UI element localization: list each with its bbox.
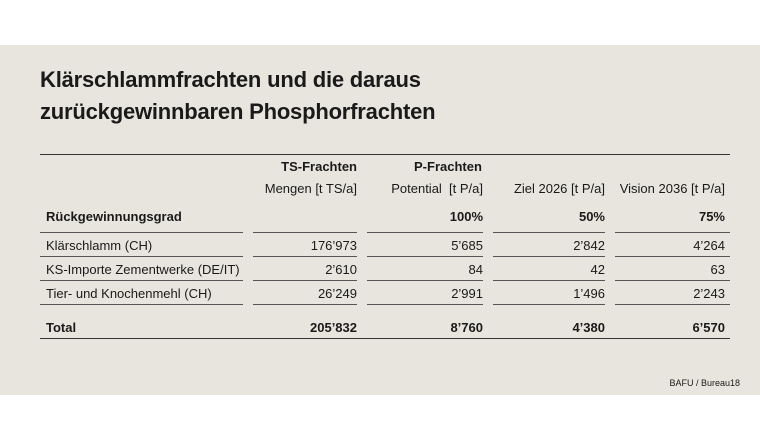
cell-rule — [40, 256, 243, 257]
cell: 84 — [468, 262, 483, 277]
cell-rule — [40, 280, 243, 281]
cell: 2’243 — [693, 286, 725, 301]
cell-rule — [493, 304, 605, 305]
cell-rule — [367, 256, 483, 257]
cell-rule — [493, 280, 605, 281]
cell-rule — [40, 232, 243, 233]
cell: 1’496 — [573, 286, 605, 301]
cell: 8’760 — [450, 320, 483, 335]
cell: 50% — [578, 209, 605, 224]
cell-rule — [253, 232, 357, 233]
cell-rule — [615, 280, 730, 281]
row-label: KS-Importe Zementwerke (DE/IT) — [46, 262, 240, 277]
cell: 26’249 — [317, 286, 357, 301]
cell-rule — [253, 256, 357, 257]
cell: 2’991 — [451, 286, 483, 301]
cell-rule — [40, 304, 243, 305]
cell-rule — [615, 304, 730, 305]
cell: 176’973 — [310, 238, 357, 253]
cell-rule — [367, 280, 483, 281]
cell: 4’264 — [693, 238, 725, 253]
cell: 5’685 — [451, 238, 483, 253]
group-header: P-Frachten — [414, 159, 482, 174]
cell-rule — [253, 304, 357, 305]
cell: 6’570 — [692, 320, 725, 335]
cell-rule — [367, 232, 483, 233]
title-line: Klärschlammfrachten und die daraus — [40, 67, 421, 92]
cell: 2’842 — [573, 238, 605, 253]
cell: 42 — [590, 262, 605, 277]
column-header: Mengen [t TS/a] — [264, 181, 357, 196]
cell: 205’832 — [310, 320, 357, 335]
title-line: zurückgewinnbaren Phosphorfrachten — [40, 99, 436, 124]
table-top-rule — [40, 154, 730, 155]
cell-rule — [493, 232, 605, 233]
cell-rule — [253, 280, 357, 281]
cell: 4’380 — [572, 320, 605, 335]
column-header: Potential [t P/a] — [391, 181, 483, 196]
column-header: Ziel 2026 [t P/a] — [513, 181, 605, 196]
cell-rule — [367, 304, 483, 305]
panel: Klärschlammfrachten und die daraus zurüc… — [0, 45, 760, 395]
group-header: TS-Frachten — [281, 159, 357, 174]
cell: 63 — [710, 262, 725, 277]
table-bottom-rule — [40, 338, 730, 339]
row-label: Rückgewinnungsgrad — [46, 209, 182, 224]
cell-rule — [615, 232, 730, 233]
cell-rule — [493, 256, 605, 257]
source: BAFU / Bureau18 — [669, 378, 740, 388]
row-label: Klärschlamm (CH) — [46, 238, 153, 253]
cell-rule — [615, 256, 730, 257]
cell: 2’610 — [325, 262, 357, 277]
column-header: Vision 2036 [t P/a] — [619, 181, 725, 196]
row-label: Tier- und Knochenmehl (CH) — [46, 286, 212, 301]
cell: 100% — [449, 209, 483, 224]
row-label: Total — [46, 320, 77, 335]
cell: 75% — [698, 209, 725, 224]
